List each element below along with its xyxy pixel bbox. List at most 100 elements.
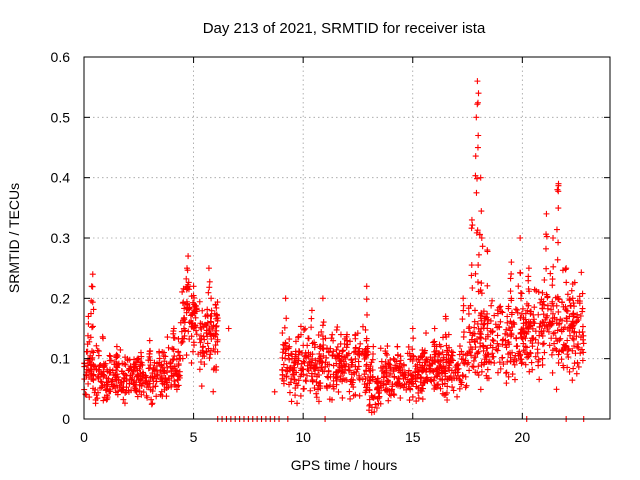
data-point [579,290,586,297]
data-point [433,373,440,380]
data-point [340,375,347,382]
data-point [569,318,576,325]
data-point [561,324,568,331]
data-point [170,346,177,353]
data-point [316,355,323,362]
data-point [103,379,110,386]
data-point [530,311,537,318]
data-point [564,364,571,371]
data-point [524,354,531,361]
data-point [368,392,375,399]
data-point [436,364,443,371]
data-point [484,325,491,332]
data-point [387,370,394,377]
data-point [564,337,571,344]
data-point [95,348,102,355]
data-point [292,348,299,355]
data-point [431,343,438,350]
data-point [474,175,481,182]
data-point [392,364,399,371]
data-point [212,342,219,349]
data-point [385,379,392,386]
data-point [312,341,319,348]
data-point [88,324,95,331]
data-point [477,386,484,393]
data-point [564,351,571,358]
data-point [153,393,160,400]
data-point [93,342,100,349]
data-point [315,371,322,378]
data-point [304,342,311,349]
data-point [472,344,479,351]
data-point [133,388,140,395]
data-point [478,280,485,287]
data-point [339,394,346,401]
data-point [356,375,363,382]
data-point [133,373,140,380]
data-point [478,311,485,318]
data-point [363,296,370,303]
data-point [362,375,369,382]
data-point [490,353,497,360]
data-point [201,336,208,343]
data-point [511,376,518,383]
data-point [312,357,319,364]
data-point [197,358,204,365]
data-point [569,295,576,302]
data-point [301,359,308,366]
data-point [543,231,550,238]
data-point [150,378,157,385]
data-point [294,382,301,389]
data-point [560,341,567,348]
data-point [170,356,177,362]
data-point [449,384,456,391]
data-point [136,388,143,395]
data-point [465,325,472,332]
data-point [489,329,496,336]
data-point [315,386,322,393]
data-point [387,356,394,363]
data-point [320,319,327,326]
data-point [405,383,412,390]
data-point [573,370,580,377]
data-point [149,400,156,407]
data-point [390,355,397,362]
data-point [94,347,101,354]
data-point [572,350,579,357]
data-point [315,331,322,338]
data-point [471,307,478,314]
data-point [364,311,371,318]
data-point [550,302,557,309]
data-point [552,335,559,342]
data-point [347,338,354,345]
data-point [147,347,154,354]
data-point [494,307,501,314]
data-point [120,396,127,403]
data-point [88,366,95,373]
data-point [539,318,546,325]
data-point [509,371,516,378]
data-point [571,328,578,335]
data-point [535,288,542,295]
data-point [502,330,509,337]
data-point [574,341,581,348]
data-point [502,370,509,377]
data-point [465,310,472,317]
data-point [169,366,176,373]
data-point [174,367,181,374]
data-point [292,359,299,366]
data-point [472,153,479,160]
data-point [180,325,187,332]
data-point [409,357,416,364]
data-point [535,362,542,369]
data-point [334,323,341,330]
data-point [354,330,361,337]
data-point [436,350,443,357]
data-point [175,349,182,356]
data-point [175,382,182,389]
data-point [526,288,533,295]
data-point [487,317,494,324]
data-point [474,320,481,327]
data-point [384,351,391,358]
data-point [494,340,501,347]
